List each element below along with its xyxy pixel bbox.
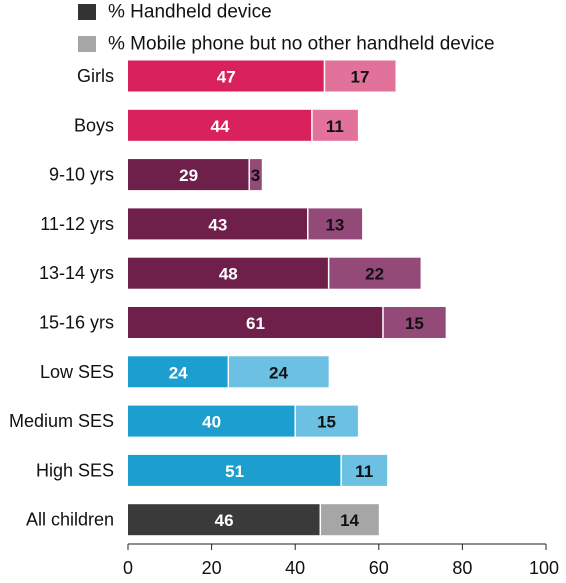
bar-segment <box>311 109 358 141</box>
x-tick-label: 100 <box>529 558 559 578</box>
x-tick-label: 60 <box>369 558 389 578</box>
x-tick-label: 20 <box>202 558 222 578</box>
legend-swatch-1 <box>78 4 96 20</box>
value-label: 51 <box>225 462 244 481</box>
value-label: 14 <box>340 511 359 530</box>
bar-segment <box>128 257 329 289</box>
value-label: 15 <box>317 413 336 432</box>
value-label: 24 <box>169 363 188 382</box>
bar-segment <box>128 405 296 437</box>
value-label: 17 <box>351 68 370 87</box>
category-label: 9-10 yrs <box>49 165 114 185</box>
bar-segment <box>324 60 396 92</box>
bar-segment <box>307 208 363 240</box>
value-label: 11 <box>355 462 373 481</box>
value-label: 40 <box>202 413 221 432</box>
value-label: 3 <box>251 166 260 185</box>
value-label: 44 <box>210 117 229 136</box>
value-label: 22 <box>365 265 384 284</box>
x-tick-label: 0 <box>123 558 133 578</box>
bar-segment <box>328 257 421 289</box>
category-label: 11-12 yrs <box>40 214 114 234</box>
x-tick-label: 80 <box>452 558 472 578</box>
legend-swatch-2 <box>78 36 96 52</box>
bar-segment <box>128 356 229 388</box>
bar-segment <box>249 159 262 191</box>
category-label: Boys <box>74 115 114 135</box>
category-label: 13-14 yrs <box>39 263 114 283</box>
value-label: 43 <box>208 215 227 234</box>
legend-label-2: % Mobile phone but no other handheld dev… <box>108 34 495 55</box>
category-label: Girls <box>77 66 114 86</box>
value-label: 13 <box>325 215 344 234</box>
bar-segment <box>128 454 342 486</box>
x-tick-label: 40 <box>285 558 305 578</box>
value-label: 24 <box>269 363 288 382</box>
value-label: 61 <box>246 314 265 333</box>
bar-segment <box>128 504 321 536</box>
value-label: 11 <box>326 117 344 136</box>
bar-segment <box>341 454 388 486</box>
value-label: 47 <box>217 68 236 87</box>
value-label: 29 <box>179 166 198 185</box>
category-label: Medium SES <box>9 411 114 431</box>
value-label: 46 <box>215 511 234 530</box>
bar-segment <box>382 307 446 338</box>
bar-segment <box>320 504 379 536</box>
value-label: 15 <box>405 314 424 333</box>
category-label: 15-16 yrs <box>39 313 114 333</box>
legend-label-1: % Handheld device <box>108 2 272 23</box>
category-label: All children <box>26 510 114 530</box>
bar-segment <box>128 208 308 240</box>
value-label: 48 <box>219 265 238 284</box>
category-label: Low SES <box>40 362 114 382</box>
bar-segment <box>128 159 250 191</box>
category-label: High SES <box>36 460 114 480</box>
bar-segment <box>295 405 358 437</box>
bar-segment <box>128 109 312 141</box>
bar-segment <box>228 356 329 388</box>
bar-segment <box>128 60 325 92</box>
bar-segment <box>128 307 383 338</box>
